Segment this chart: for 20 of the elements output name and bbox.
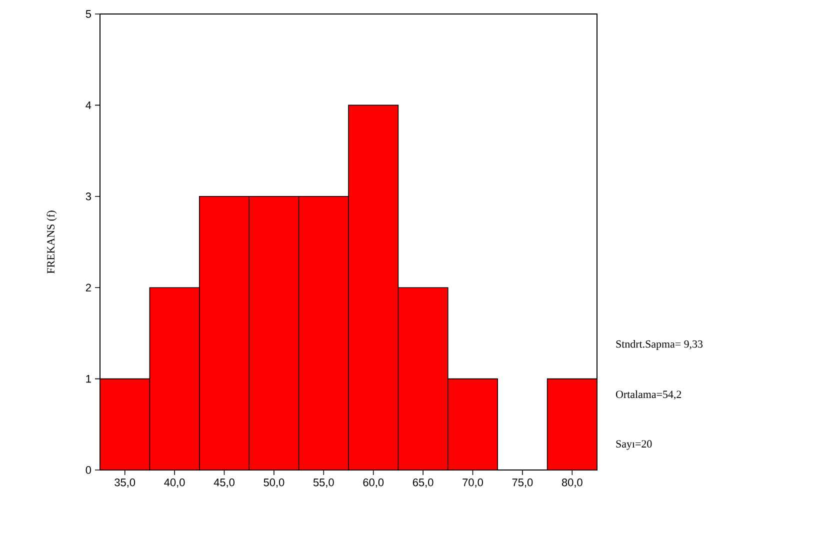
y-tick-label: 4: [86, 101, 92, 109]
x-tick-label: 80,0: [562, 478, 582, 488]
y-tick-label: 2: [86, 284, 91, 292]
y-tick-label: 0: [86, 466, 92, 474]
y-axis-title: FREKANS (f): [46, 210, 57, 274]
x-tick-label: 70,0: [462, 478, 483, 488]
text: Ortalama=54,2: [616, 390, 682, 400]
x-tick-label: 65,0: [412, 478, 434, 488]
x-tick-label: 60,0: [363, 478, 384, 488]
x-tick-label: 35,0: [114, 478, 136, 488]
y-tick-label: 5: [86, 10, 92, 18]
y-tick-label: 1: [86, 375, 91, 383]
x-tick-label: 50,0: [264, 478, 284, 488]
text: Stndrt.Sapma= 9,33: [616, 340, 703, 350]
x-tick-label: 40,0: [164, 478, 185, 488]
x-tick-label: 45,0: [214, 478, 234, 488]
text: Sayı=20: [616, 440, 652, 450]
x-tick-label: 55,0: [313, 478, 334, 488]
y-tick-label: 3: [86, 192, 91, 200]
x-tick-label: 75,0: [512, 478, 533, 488]
